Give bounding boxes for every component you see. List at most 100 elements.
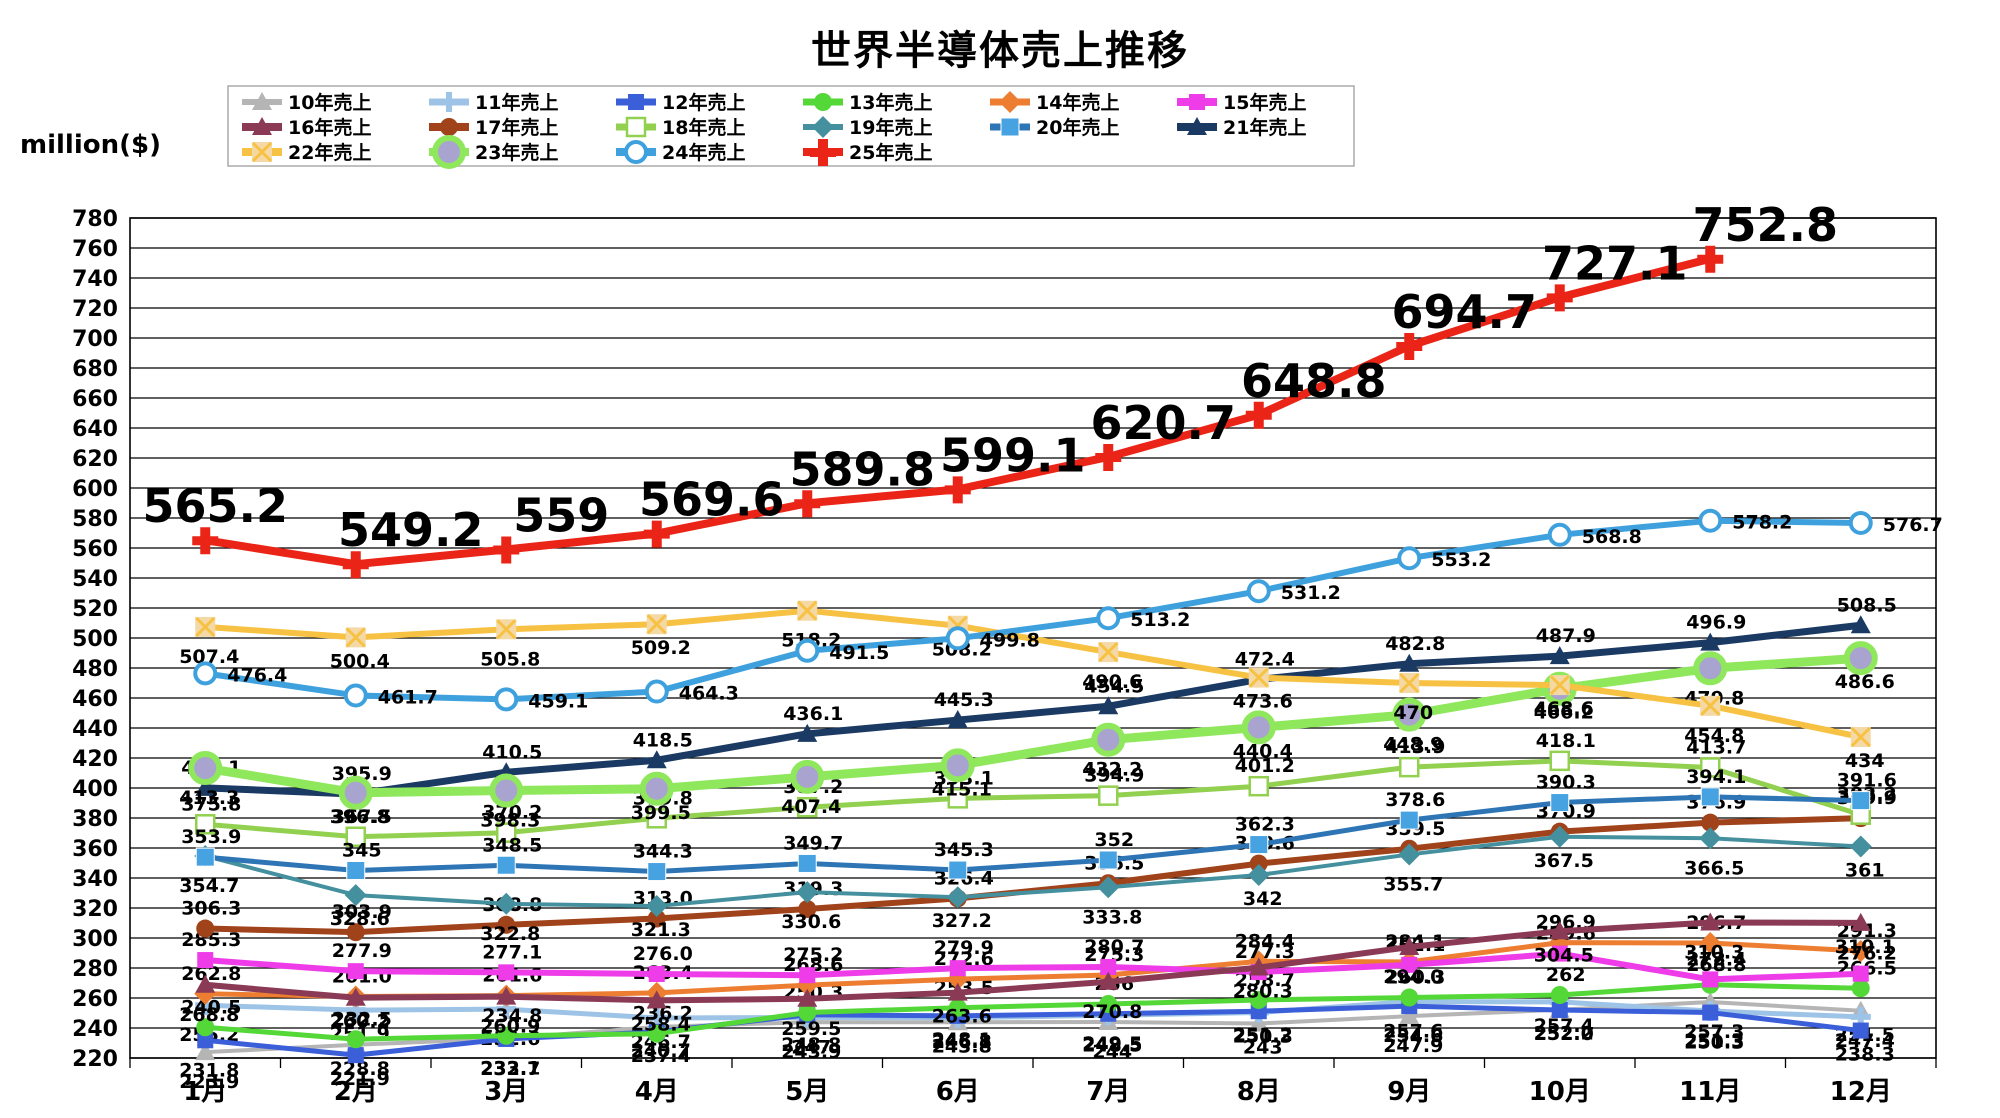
data-label: 284.4 xyxy=(1235,930,1295,952)
data-label: 232.7 xyxy=(480,1058,540,1080)
legend-item-10年売上: 10年売上 xyxy=(242,91,371,114)
legend-item-18年売上: 18年売上 xyxy=(616,116,745,139)
data-label: 250.3 xyxy=(1684,1032,1744,1054)
data-label: 280.3 xyxy=(1233,981,1293,1003)
y-tick-label: 280 xyxy=(72,957,118,982)
legend-item-16年売上: 16年売上 xyxy=(242,116,371,139)
data-label: 470 xyxy=(1393,702,1433,724)
legend-label: 23年売上 xyxy=(475,141,558,164)
y-tick-label: 500 xyxy=(72,627,118,652)
data-label: 507.4 xyxy=(179,646,239,668)
data-label: 249.5 xyxy=(1082,1033,1142,1055)
data-label: 237.4 xyxy=(631,1045,691,1067)
legend-label: 25年売上 xyxy=(849,141,932,164)
data-label: 276.2 xyxy=(1837,943,1897,965)
series-19年売上: 354.7 328.6 322.8 321.3 330.6 327.2 333.8 342 35… xyxy=(179,825,1885,945)
y-tick-label: 460 xyxy=(72,687,118,712)
y-tick-label: 620 xyxy=(72,447,118,472)
data-label: 396.8 xyxy=(330,806,390,828)
data-label: 349.7 xyxy=(783,832,843,854)
data-label: 366.5 xyxy=(1684,857,1744,879)
data-label: 432.2 xyxy=(1082,759,1142,781)
data-label: 694.7 xyxy=(1391,285,1537,339)
y-tick-label: 220 xyxy=(72,1047,118,1072)
data-label: 243.8 xyxy=(932,1035,992,1057)
data-label: 553.2 xyxy=(1431,549,1491,571)
data-label: 304.5 xyxy=(1534,944,1594,966)
x-tick-label: 2月 xyxy=(334,1077,378,1107)
data-label: 306.3 xyxy=(181,898,241,920)
legend-label: 19年売上 xyxy=(849,116,932,139)
data-label: 436.1 xyxy=(783,703,843,725)
data-label: 487.9 xyxy=(1536,625,1596,647)
legend-item-11年売上: 11年売上 xyxy=(429,91,558,114)
data-label: 620.7 xyxy=(1090,396,1236,450)
y-tick-label: 380 xyxy=(72,807,118,832)
data-label: 500.4 xyxy=(330,650,390,672)
data-label: 344.3 xyxy=(633,841,693,863)
legend-label: 13年売上 xyxy=(849,91,932,114)
y-tick-label: 300 xyxy=(72,927,118,952)
data-label: 252.0 xyxy=(1534,1023,1594,1045)
data-label: 407.4 xyxy=(781,796,841,818)
legend-item-14年売上: 14年売上 xyxy=(990,91,1119,114)
x-tick-label: 5月 xyxy=(785,1077,829,1107)
legend-item-13年売上: 13年売上 xyxy=(803,91,932,114)
data-label: 348.5 xyxy=(482,834,542,856)
data-label: 482.8 xyxy=(1385,633,1445,655)
series-24年売上: 476.4 461.7 459.1 464.3 491.5 499.8 513.2 531.2… xyxy=(193,508,1943,712)
data-label: 415.1 xyxy=(932,778,992,800)
y-axis-unit-label: million($) xyxy=(20,130,161,160)
legend-item-24年売上: 24年売上 xyxy=(616,140,745,164)
legend-label: 22年売上 xyxy=(288,141,371,164)
data-label: 279.9 xyxy=(934,937,994,959)
chart-title: 世界半導体売上推移 xyxy=(811,28,1189,74)
data-label: 576.7 xyxy=(1883,514,1943,536)
data-label: 251.2 xyxy=(1233,1024,1293,1046)
data-label: 260.3 xyxy=(1385,967,1445,989)
data-label: 257.4 xyxy=(1534,1015,1594,1037)
data-label: 268.8 xyxy=(179,1004,239,1026)
data-label: 505.8 xyxy=(480,648,540,670)
data-label: 568.8 xyxy=(1582,526,1642,548)
data-label: 240.7 xyxy=(631,1040,691,1062)
data-label: 367.5 xyxy=(332,806,392,828)
data-label: 391.6 xyxy=(1837,770,1897,792)
x-tick-label: 4月 xyxy=(635,1077,679,1107)
data-label: 509.2 xyxy=(631,637,691,659)
legend-item-20年売上: 20年売上 xyxy=(990,116,1119,139)
legend-label: 21年売上 xyxy=(1223,116,1306,139)
y-tick-label: 600 xyxy=(72,477,118,502)
data-label: 390.3 xyxy=(1536,772,1596,794)
series-22年売上: 507.4500.4505.8509.2518.2508.2490.6473.6… xyxy=(179,600,1885,772)
data-label: 248.8 xyxy=(781,1034,841,1056)
legend-label: 14年売上 xyxy=(1036,91,1119,114)
data-label: 342 xyxy=(1243,888,1283,910)
data-label: 247.4 xyxy=(1835,1030,1895,1052)
data-label: 233.1 xyxy=(480,1057,540,1079)
y-tick-label: 520 xyxy=(72,597,118,622)
series-20年売上: 353.9 345 348.5 344.3 349.7 345.3 352 362.3 378.… xyxy=(181,766,1897,882)
y-tick-label: 420 xyxy=(72,747,118,772)
y-tick-label: 640 xyxy=(72,417,118,442)
legend-label: 10年売上 xyxy=(288,91,371,114)
data-label: 473.6 xyxy=(1233,691,1293,713)
data-label: 321.3 xyxy=(631,919,691,941)
y-tick-label: 240 xyxy=(72,1017,118,1042)
legend-item-25年売上: 25年売上 xyxy=(803,139,932,166)
data-label: 260.2 xyxy=(330,1011,390,1033)
data-label: 459.1 xyxy=(528,690,588,712)
data-label: 367.5 xyxy=(1534,850,1594,872)
y-tick-label: 480 xyxy=(72,657,118,682)
legend-item-23年売上: 23年売上 xyxy=(429,135,558,169)
legend-item-12年売上: 12年売上 xyxy=(616,91,745,114)
x-tick-label: 3月 xyxy=(484,1077,528,1107)
data-label: 565.2 xyxy=(142,479,288,533)
y-tick-label: 400 xyxy=(72,777,118,802)
y-tick-label: 660 xyxy=(72,387,118,412)
data-label: 246.8 xyxy=(932,1031,992,1053)
data-label: 461.7 xyxy=(378,686,438,708)
data-label: 280.7 xyxy=(1084,936,1144,958)
